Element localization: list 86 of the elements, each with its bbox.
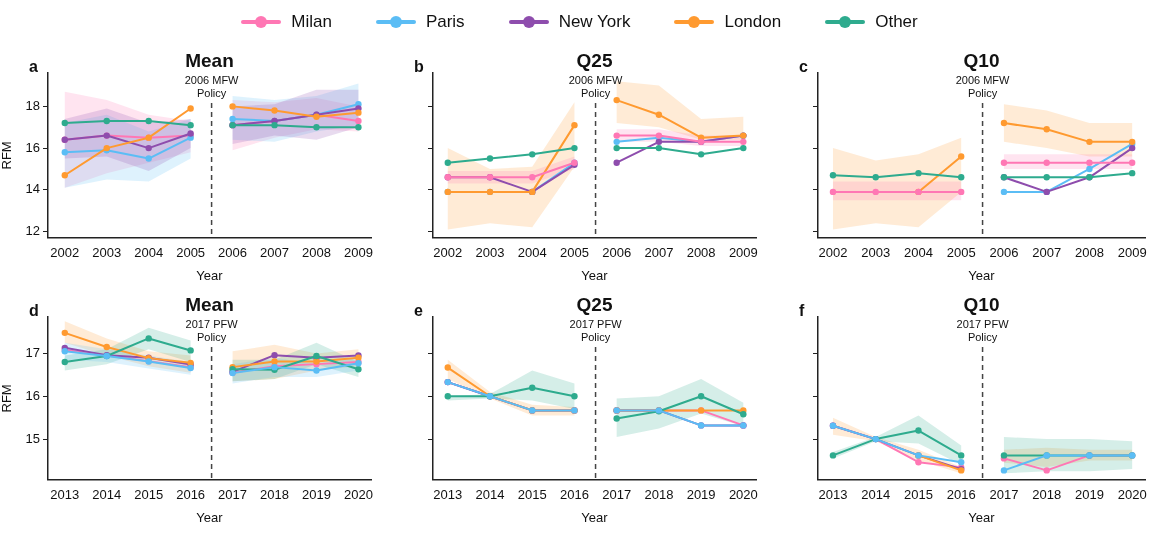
x-tick-label: 2013 <box>818 487 848 503</box>
y-tick-label: 14 <box>25 181 40 197</box>
x-axis-title: Year <box>196 509 224 525</box>
y-tick-label: 12 <box>25 223 40 239</box>
x-tick-label: 2002 <box>50 245 80 261</box>
x-tick-label: 2017 <box>218 487 248 503</box>
x-tick-label: 2015 <box>517 487 547 503</box>
legend-label: London <box>724 12 782 32</box>
ref-line-label: 2006 MFW Policy <box>955 74 1011 100</box>
x-tick-label: 2013 <box>50 487 80 503</box>
x-tick-label: 2015 <box>903 487 933 503</box>
x-tick-label: 2016 <box>176 487 206 503</box>
ref-line-label: 2006 MFW Policy <box>184 74 240 100</box>
x-tick-label: 2014 <box>92 487 122 503</box>
x-tick-label: 2009 <box>343 245 373 261</box>
x-tick-label: 2002 <box>818 245 848 261</box>
x-tick-label: 2003 <box>92 245 122 261</box>
x-tick-label: 2003 <box>475 245 505 261</box>
text: f <box>799 302 805 320</box>
y-tick-label: 17 <box>25 344 40 360</box>
x-tick-label: 2006 <box>989 245 1019 261</box>
x-tick-label: 2018 <box>644 487 674 503</box>
x-tick-label: 2018 <box>1032 487 1062 503</box>
x-axis-title: Year <box>581 509 609 525</box>
chart-title: Mean <box>185 50 234 72</box>
y-axis-title: RFM <box>0 384 15 413</box>
x-tick-label: 2017 <box>602 487 632 503</box>
x-tick-label: 2004 <box>134 245 164 261</box>
x-tick-label: 2004 <box>517 245 547 261</box>
y-tick-label: 15 <box>25 430 40 446</box>
x-tick-label: 2009 <box>1117 245 1147 261</box>
y-axis-title: RFM <box>0 141 15 170</box>
x-tick-label: 2005 <box>946 245 976 261</box>
chart-title: Q10 <box>963 294 1000 316</box>
x-tick-label: 2019 <box>302 487 331 503</box>
legend-label: Paris <box>425 12 465 32</box>
x-tick-label: 2017 <box>989 487 1019 503</box>
x-tick-label: 2008 <box>302 245 331 261</box>
ref-line-label: 2006 MFW Policy <box>568 74 624 100</box>
text: c <box>799 58 808 76</box>
x-tick-label: 2016 <box>946 487 976 503</box>
ref-line-label: 2017 PFW Policy <box>956 318 1010 344</box>
x-tick-label: 2016 <box>559 487 589 503</box>
x-tick-label: 2002 <box>433 245 463 261</box>
chart-title: Q10 <box>963 50 1000 72</box>
text: a <box>29 58 38 76</box>
text: e <box>414 302 423 320</box>
x-tick-label: 2006 <box>218 245 248 261</box>
legend-label: Milan <box>291 12 332 32</box>
x-tick-label: 2020 <box>343 487 373 503</box>
chart-title: Q25 <box>576 50 613 72</box>
x-tick-label: 2020 <box>728 487 758 503</box>
x-axis-title: Year <box>196 267 224 283</box>
legend-label: New York <box>558 12 631 32</box>
y-tick-label: 16 <box>25 139 40 155</box>
x-tick-label: 2019 <box>1074 487 1104 503</box>
x-tick-label: 2009 <box>728 245 758 261</box>
legend-label: Other <box>875 12 918 32</box>
ref-line-label: 2017 PFW Policy <box>569 318 623 344</box>
ref-line-label: 2017 PFW Policy <box>185 318 239 344</box>
x-tick-label: 2003 <box>861 245 891 261</box>
x-tick-label: 2005 <box>176 245 206 261</box>
x-tick-label: 2008 <box>686 245 716 261</box>
x-axis-title: Year <box>968 509 996 525</box>
x-tick-label: 2006 <box>602 245 632 261</box>
x-tick-label: 2007 <box>1032 245 1062 261</box>
x-tick-label: 2007 <box>260 245 289 261</box>
x-tick-label: 2004 <box>903 245 933 261</box>
x-tick-label: 2007 <box>644 245 674 261</box>
chart-title: Mean <box>185 294 234 316</box>
x-tick-label: 2005 <box>559 245 589 261</box>
x-axis-title: Year <box>968 267 996 283</box>
x-tick-label: 2015 <box>134 487 164 503</box>
x-tick-label: 2008 <box>1074 245 1104 261</box>
x-axis-title: Year <box>581 267 609 283</box>
x-tick-label: 2018 <box>260 487 289 503</box>
text: b <box>414 58 424 76</box>
x-tick-label: 2019 <box>686 487 716 503</box>
y-tick-label: 16 <box>25 387 40 403</box>
x-tick-label: 2014 <box>861 487 891 503</box>
x-tick-label: 2014 <box>475 487 505 503</box>
x-tick-label: 2013 <box>433 487 463 503</box>
y-tick-label: 18 <box>25 97 40 113</box>
text: d <box>29 302 39 320</box>
chart-title: Q25 <box>576 294 613 316</box>
x-tick-label: 2020 <box>1117 487 1147 503</box>
